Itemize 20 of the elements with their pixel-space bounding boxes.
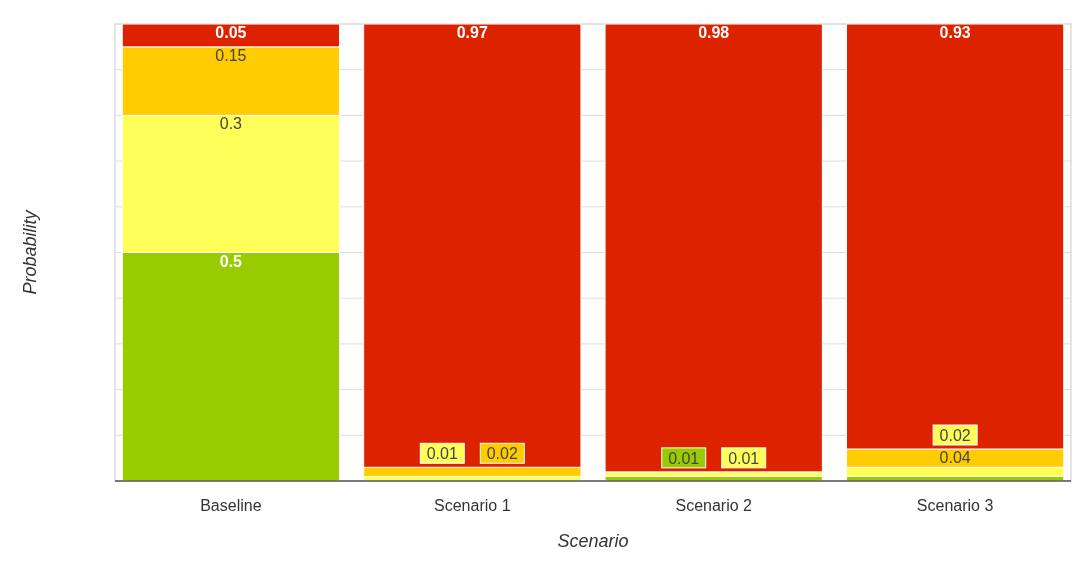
data-label: 0.04: [939, 449, 971, 467]
data-label: 0.02: [486, 445, 518, 463]
data-label: 0.01: [426, 445, 458, 463]
data-label: 0.02: [939, 427, 971, 445]
bar: [604, 23, 823, 473]
data-label: 0.98: [698, 24, 730, 41]
data-label: 0.3: [219, 115, 243, 133]
x-tick-label: Scenario 1: [434, 497, 511, 514]
y-axis-title: Probability: [20, 209, 40, 295]
x-axis-title: Scenario: [557, 531, 629, 551]
data-label: 0.5: [219, 252, 243, 270]
x-tick-label: Scenario 3: [916, 497, 994, 514]
x-tick-label: Baseline: [200, 497, 262, 514]
data-label: 0.01: [728, 449, 760, 467]
data-label: 0.15: [215, 46, 247, 64]
data-label: 0.01: [668, 449, 700, 467]
data-label: 0.93: [939, 24, 971, 41]
data-label: 0.97: [456, 24, 488, 41]
x-tick-label: Scenario 2: [675, 497, 753, 514]
data-label: 0.05: [215, 24, 247, 41]
